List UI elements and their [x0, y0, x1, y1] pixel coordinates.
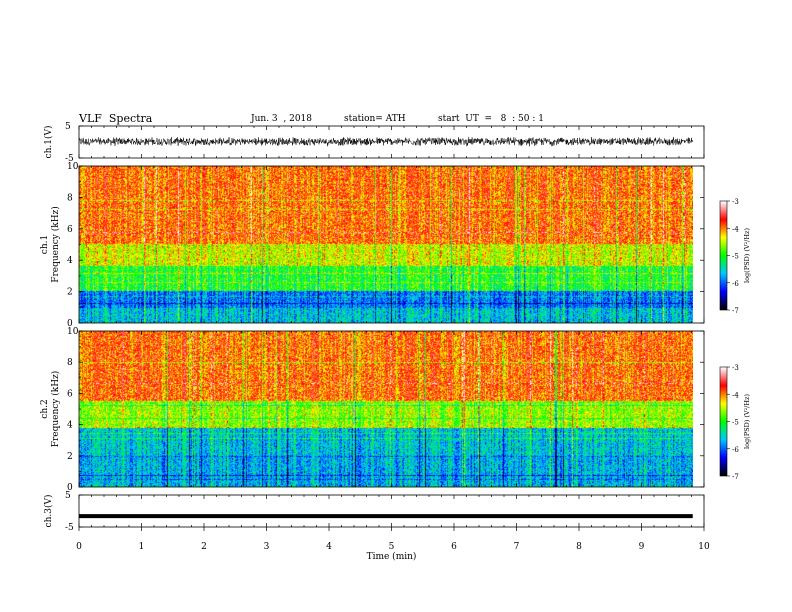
ch2-spectrogram-colorbar-tick-label: -6: [732, 446, 739, 454]
x-tick-label: 6: [451, 542, 457, 552]
ch1-spectrogram-ytick-label: 4: [67, 256, 73, 266]
ch3-waveform-ylabel: ch.3(V): [43, 495, 54, 528]
ch2-spectrogram-ytick-label: 2: [67, 452, 73, 462]
ch3-waveform-ytick-label: 5: [65, 491, 71, 501]
x-tick-label: 1: [139, 542, 145, 552]
ch2-spectrogram-colorbar-label: log(PSD) (V²/Hz): [743, 394, 751, 449]
ch2-spectrogram-ylabel: Frequency (kHz): [50, 371, 61, 448]
ch1-spectrogram-ytick-label: 8: [67, 193, 73, 203]
ch2-spectrogram-ytick-label: 6: [67, 389, 73, 399]
x-tick-label: 4: [326, 542, 332, 552]
ch1-spectrogram-colorbar-tick-label: -5: [732, 253, 739, 261]
x-tick-label: 8: [576, 542, 582, 552]
x-tick-label: 0: [76, 542, 82, 552]
x-axis-label: Time (min): [367, 551, 417, 562]
x-tick-label: 3: [264, 542, 270, 552]
ch3-waveform-ytick-label: -5: [65, 523, 74, 533]
ch1-spectrogram-ytick-label: 2: [67, 288, 73, 298]
ch1-spectrogram-colorbar: [720, 201, 727, 310]
ch1-spectrogram-colorbar-label: log(PSD) (V²/Hz): [743, 228, 751, 283]
ch2-spectrogram-colorbar-tick-label: -5: [732, 419, 739, 427]
ch1-spectrogram: [79, 166, 693, 323]
ch2-spectrogram-colorbar-tick-label: -4: [732, 391, 739, 399]
ch2-spectrogram-ytick-label: 4: [67, 421, 73, 431]
ch1-waveform-ytick-label: -5: [65, 154, 74, 164]
date-label: Jun. 3 , 2018: [251, 114, 312, 124]
ch1-spectrogram-channel-label: ch.1: [40, 235, 50, 254]
station-label: station= ATH: [344, 114, 406, 124]
ch1-spectrogram-colorbar-tick-label: -3: [732, 198, 739, 206]
ch2-spectrogram-channel-label: ch.2: [40, 399, 50, 418]
ch2-spectrogram-ytick-label: 0: [67, 483, 73, 493]
ch1-spectrogram-ytick-label: 6: [67, 225, 73, 235]
ch1-spectrogram-ytick-label: 10: [67, 162, 79, 172]
x-tick-label: 10: [698, 542, 710, 552]
x-tick-label: 5: [389, 542, 395, 552]
ch2-spectrogram-ytick-label: 8: [67, 358, 73, 368]
x-tick-label: 9: [639, 542, 645, 552]
ch1-waveform-ytick-label: 5: [65, 122, 71, 132]
ch2-spectrogram-colorbar-tick-label: -7: [732, 473, 739, 481]
start-time-label: start UT = 8 : 50 : 1: [438, 114, 544, 124]
ch2-spectrogram-ytick-label: 10: [67, 327, 79, 337]
ch1-spectrogram-colorbar-tick-label: -7: [732, 307, 739, 315]
ch1-waveform-ylabel: ch.1(V): [43, 126, 54, 159]
ch1-spectrogram-colorbar-tick-label: -6: [732, 280, 739, 288]
x-tick-label: 7: [514, 542, 520, 552]
ch2-spectrogram-colorbar-tick-label: -3: [732, 364, 739, 372]
x-tick-label: 2: [201, 542, 207, 552]
ch1-waveform: [78, 136, 693, 147]
ch3-waveform-frame: [78, 494, 705, 528]
ch2-spectrogram: [79, 331, 693, 487]
ch1-spectrogram-colorbar-tick-label: -4: [732, 225, 739, 233]
ch2-spectrogram-colorbar: [720, 367, 727, 476]
ch1-spectrogram-ylabel: Frequency (kHz): [50, 206, 61, 283]
figure-title: VLF Spectra: [79, 112, 153, 125]
ch1-spectrogram-ytick-label: 0: [67, 319, 73, 329]
